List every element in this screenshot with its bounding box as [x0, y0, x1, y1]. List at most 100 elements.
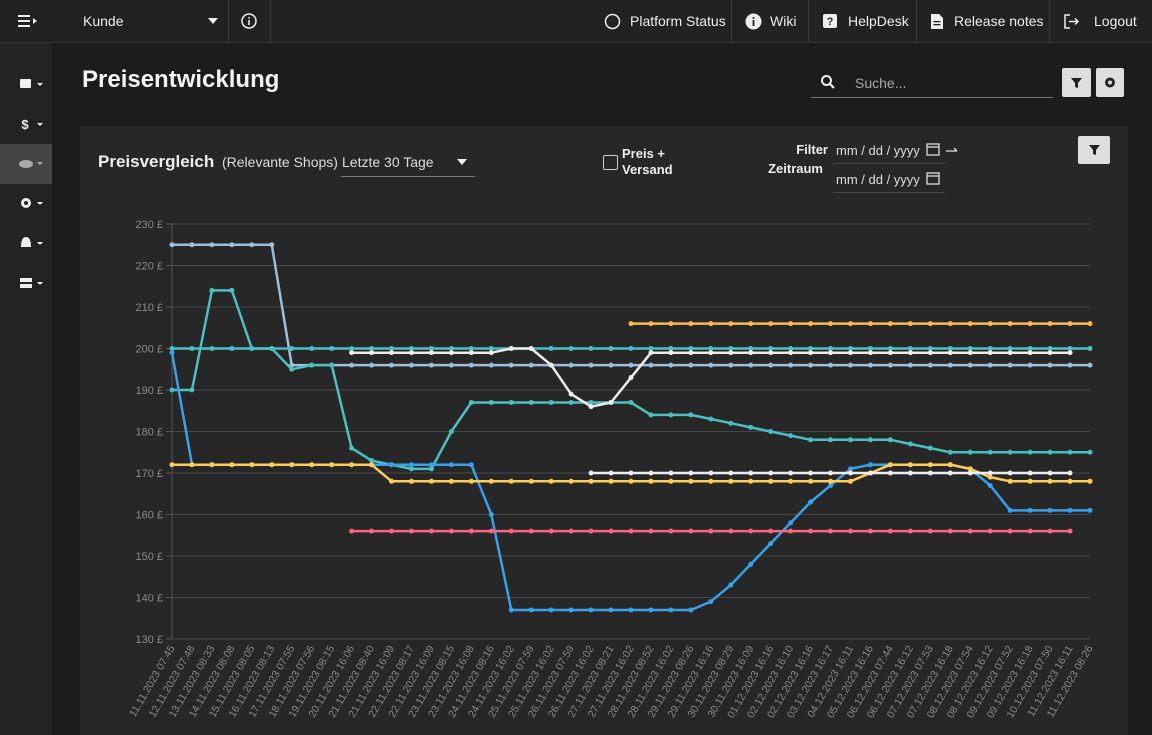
- data-point: [848, 350, 854, 356]
- data-point: [1087, 346, 1093, 351]
- data-point: [907, 346, 913, 351]
- data-point: [907, 462, 913, 468]
- data-point: [488, 346, 494, 351]
- data-point: [728, 478, 734, 484]
- data-point: [1027, 507, 1033, 513]
- date-icons: [926, 143, 958, 185]
- card-filter-button[interactable]: [1078, 136, 1110, 164]
- data-point: [468, 362, 474, 368]
- data-point: [927, 445, 933, 451]
- range-select[interactable]: Letzte 30 Tage: [342, 154, 434, 170]
- data-point: [867, 528, 873, 534]
- data-point: [947, 350, 953, 356]
- info-icon[interactable]: [240, 12, 258, 30]
- y-tick-label: 230 £: [135, 219, 163, 231]
- data-point: [987, 482, 993, 488]
- data-point: [448, 362, 454, 368]
- data-point: [448, 478, 454, 484]
- data-point: [408, 528, 414, 534]
- data-point: [768, 478, 774, 484]
- data-point: [1027, 528, 1033, 534]
- data-point: [668, 478, 674, 484]
- data-point: [808, 470, 814, 476]
- data-point: [309, 462, 315, 468]
- customer-select[interactable]: Kunde: [83, 13, 124, 29]
- data-point: [588, 528, 594, 534]
- data-point: [269, 346, 275, 351]
- nav-link[interactable]: HelpDesk: [848, 13, 909, 29]
- data-point: [588, 362, 594, 368]
- data-point: [967, 346, 973, 351]
- data-point: [788, 346, 794, 351]
- data-point: [1007, 449, 1013, 455]
- data-point: [468, 350, 474, 356]
- data-point: [688, 528, 694, 534]
- sidebar-icons[interactable]: $: [0, 43, 52, 303]
- data-point: [169, 242, 175, 248]
- data-point: [229, 287, 235, 293]
- data-point: [349, 350, 355, 356]
- data-point: [428, 528, 434, 534]
- data-point: [189, 387, 195, 393]
- data-point: [1067, 478, 1073, 484]
- data-point: [488, 478, 494, 484]
- data-point: [848, 528, 854, 534]
- search-input[interactable]: Suche...: [855, 75, 907, 91]
- data-point: [508, 362, 514, 368]
- data-point: [728, 362, 734, 368]
- data-point: [1067, 346, 1073, 351]
- data-point: [389, 346, 395, 351]
- data-point: [887, 528, 893, 534]
- nav-link[interactable]: Platform Status: [630, 13, 726, 29]
- nav-link[interactable]: Logout: [1094, 13, 1137, 29]
- y-tick-label: 200 £: [135, 344, 163, 356]
- y-tick-label: 190 £: [135, 385, 163, 397]
- data-point: [508, 346, 514, 351]
- data-point: [808, 350, 814, 356]
- nav-link[interactable]: Release notes: [954, 13, 1044, 29]
- data-point: [867, 321, 873, 327]
- data-point: [289, 462, 295, 468]
- date-input[interactable]: mm / dd / yyyy: [836, 143, 920, 158]
- data-point: [907, 362, 913, 368]
- data-point: [768, 470, 774, 476]
- data-point: [448, 350, 454, 356]
- data-point: [947, 321, 953, 327]
- y-tick-label: 210 £: [135, 302, 163, 314]
- data-point: [907, 441, 913, 447]
- data-point: [668, 607, 674, 613]
- nav-link[interactable]: Wiki: [770, 13, 797, 29]
- data-point: [1047, 449, 1053, 455]
- filter-button[interactable]: [1062, 68, 1091, 97]
- data-point: [189, 242, 195, 248]
- data-point: [349, 362, 355, 368]
- date-input[interactable]: mm / dd / yyyy: [836, 172, 920, 187]
- data-point: [309, 362, 315, 368]
- data-point: [389, 478, 395, 484]
- data-point: [688, 362, 694, 368]
- data-point: [1067, 350, 1073, 356]
- data-point: [987, 449, 993, 455]
- data-point: [269, 462, 275, 468]
- data-point: [708, 350, 714, 356]
- checkbox[interactable]: [603, 155, 618, 170]
- y-tick-label: 180 £: [135, 427, 163, 439]
- data-point: [768, 528, 774, 534]
- data-point: [668, 350, 674, 356]
- data-point: [1087, 478, 1093, 484]
- data-point: [528, 478, 534, 484]
- data-point: [808, 437, 814, 443]
- data-point: [927, 470, 933, 476]
- settings-button[interactable]: [1096, 68, 1124, 97]
- data-point: [828, 470, 834, 476]
- data-point: [848, 478, 854, 484]
- data-point: [1027, 470, 1033, 476]
- data-point: [349, 462, 355, 468]
- data-point: [708, 321, 714, 327]
- data-point: [1067, 362, 1073, 368]
- data-point: [349, 346, 355, 351]
- data-point: [728, 470, 734, 476]
- data-point: [1027, 362, 1033, 368]
- menu-icon[interactable]: [16, 13, 40, 29]
- data-point: [628, 321, 634, 327]
